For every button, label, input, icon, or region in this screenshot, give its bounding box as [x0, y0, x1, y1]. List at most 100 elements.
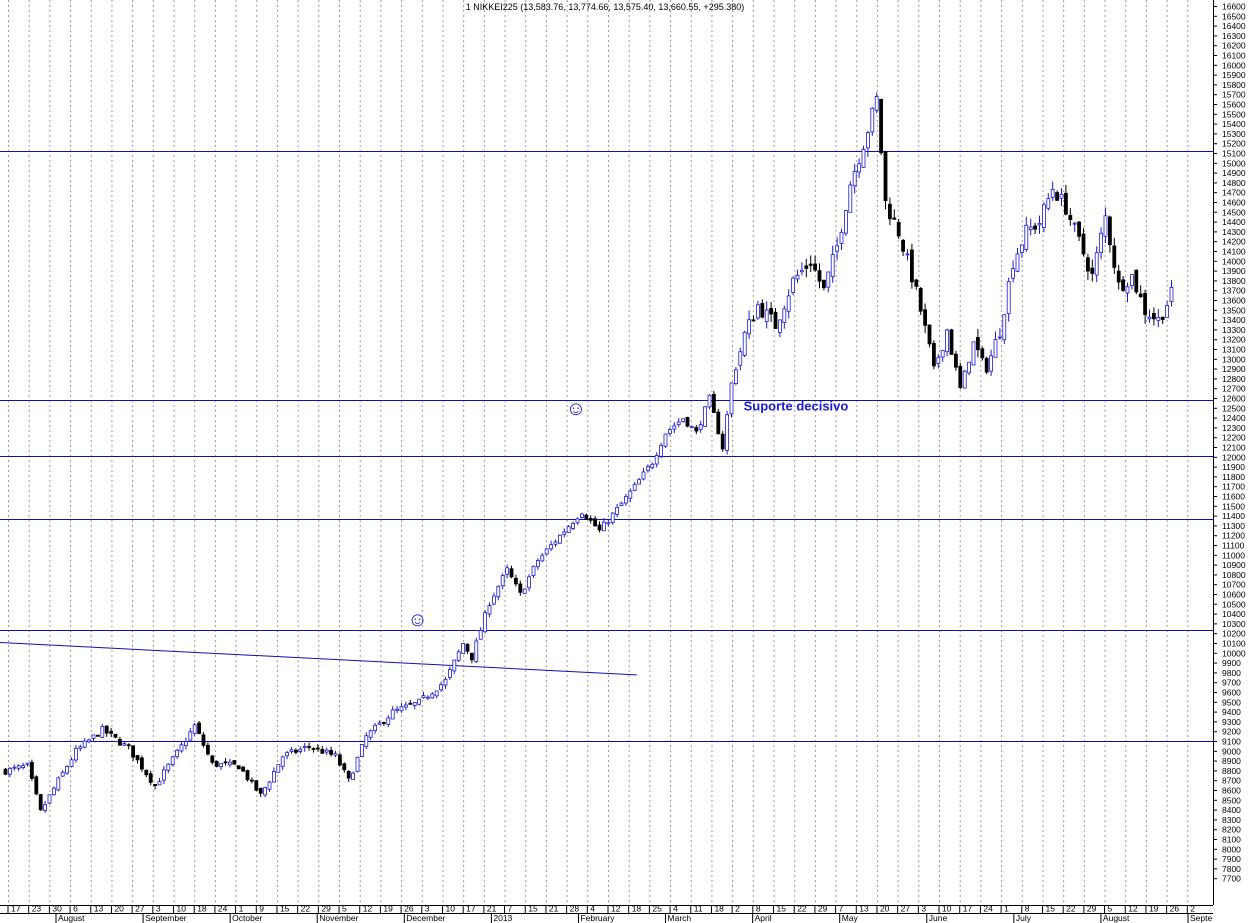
candle-up — [940, 350, 945, 358]
candle-down — [888, 203, 892, 220]
candle-down — [3, 768, 8, 775]
y-tick-label: 11500 — [1222, 501, 1245, 511]
y-tick-label: 16600 — [1222, 2, 1246, 12]
candle-up — [452, 659, 457, 672]
y-tick-label: 10900 — [1222, 560, 1246, 570]
candle-up — [540, 554, 545, 562]
candle-up — [56, 777, 61, 791]
candle-down — [232, 760, 237, 765]
candle-down — [201, 734, 206, 746]
candle-down — [976, 337, 980, 351]
candle-down — [760, 303, 765, 318]
candle-up — [333, 753, 338, 756]
candle-up — [1072, 222, 1077, 225]
candles — [3, 92, 1174, 813]
candle-down — [34, 776, 39, 795]
candle-up — [368, 730, 373, 738]
y-tick-label: 15900 — [1222, 70, 1246, 80]
candle-down — [927, 324, 932, 345]
candle-down — [214, 761, 219, 767]
x-tick-label: 15 — [777, 904, 787, 914]
y-tick-label: 10400 — [1222, 609, 1246, 619]
x-tick-label: 28 — [570, 904, 580, 914]
candle-down — [1033, 225, 1037, 230]
y-tick-label: 16400 — [1222, 21, 1246, 31]
candle-up — [544, 548, 549, 555]
x-tick-label: 22 — [301, 904, 311, 914]
candle-down — [113, 733, 118, 738]
candle-up — [1165, 305, 1169, 318]
y-tick-label: 12200 — [1222, 433, 1246, 443]
candle-up — [456, 651, 461, 661]
candle-up — [562, 531, 567, 536]
y-tick-label: 9600 — [1222, 688, 1241, 698]
candle-up — [263, 787, 268, 796]
candle-up — [610, 512, 615, 523]
y-tick-label: 10700 — [1222, 580, 1246, 590]
candle-down — [245, 770, 250, 781]
candle-down — [210, 755, 215, 763]
y-tick-label: 14200 — [1222, 237, 1246, 247]
candle-up — [478, 630, 483, 640]
candle-up — [491, 595, 496, 605]
candle-up — [421, 695, 426, 699]
candle-up — [566, 526, 571, 533]
x-tick-label: 21 — [549, 904, 559, 914]
x-tick-label: 15 — [528, 904, 538, 914]
candle-down — [126, 744, 131, 747]
candle-up — [1125, 286, 1130, 294]
candle-up — [624, 495, 628, 504]
candle-up — [65, 766, 69, 774]
candle-down — [918, 287, 923, 312]
candle-up — [395, 708, 400, 711]
candle-up — [1037, 222, 1042, 226]
x-tick-label: 26 — [1170, 904, 1180, 914]
candle-down — [205, 744, 210, 755]
y-tick-label: 8900 — [1222, 756, 1241, 766]
month-label: May — [842, 913, 859, 923]
candle-up — [1015, 253, 1020, 272]
candle-up — [844, 210, 848, 234]
candle-down — [236, 765, 241, 770]
candle-up — [861, 149, 866, 168]
candle-down — [131, 745, 136, 758]
candle-up — [285, 752, 290, 757]
candle-up — [25, 762, 30, 765]
candle-up — [496, 586, 501, 598]
candle-down — [469, 652, 474, 661]
candle-down — [879, 98, 883, 154]
candle-down — [1068, 215, 1073, 221]
candle-up — [7, 767, 12, 775]
x-tick-label: 2 — [735, 904, 740, 914]
y-tick-label: 9900 — [1222, 658, 1241, 668]
y-tick-label: 12900 — [1222, 364, 1246, 374]
candle-down — [465, 643, 470, 652]
x-tick-label: 4 — [590, 904, 595, 914]
x-tick-label: 5 — [1108, 904, 1113, 914]
y-tick-label: 8300 — [1222, 815, 1241, 825]
y-tick-label: 15200 — [1222, 139, 1246, 149]
candle-up — [637, 479, 641, 485]
y-tick-label: 16500 — [1222, 11, 1246, 21]
candle-up — [161, 769, 166, 781]
month-label: November — [319, 913, 358, 923]
smiley-annotation: ☺ — [407, 609, 427, 631]
candle-up — [852, 171, 857, 187]
y-tick-label: 8600 — [1222, 786, 1241, 796]
date-axis: 17 23 30 6 13 20 27 3 10 18 24 1 9 15 22 29 5 12 19 26 3 10 17… — [7, 904, 1212, 923]
candle-up — [707, 394, 712, 408]
x-tick-label: 19 — [1149, 904, 1159, 914]
candle-up — [654, 455, 659, 465]
candle-down — [148, 773, 153, 783]
candle-up — [1059, 193, 1064, 199]
x-tick-label: 23 — [32, 904, 42, 914]
y-tick-label: 7800 — [1222, 864, 1241, 874]
y-tick-label: 13900 — [1222, 266, 1246, 276]
candle-up — [298, 748, 303, 752]
candle-up — [795, 274, 800, 280]
y-tick-label: 8200 — [1222, 825, 1241, 835]
candle-up — [786, 295, 791, 312]
y-tick-label: 14400 — [1222, 217, 1246, 227]
month-label: August — [58, 913, 85, 923]
y-tick-label: 14800 — [1222, 178, 1246, 188]
